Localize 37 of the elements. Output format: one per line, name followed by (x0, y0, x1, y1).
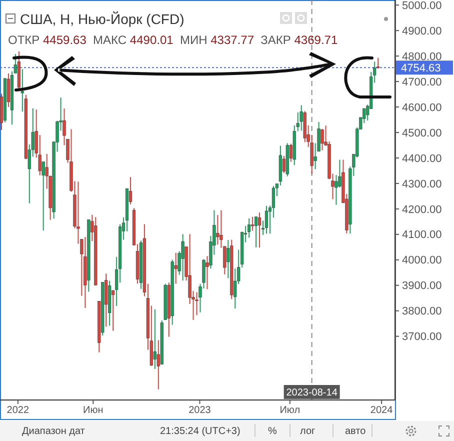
text: Диапазон дат (22, 426, 86, 437)
y-tick-label: 4800.00 (402, 50, 442, 63)
ref-line-label: 4754.63 (401, 62, 441, 74)
x-tick-label: Июл (280, 405, 300, 416)
candlestick (248, 218, 251, 238)
y-tick-label: 4300.00 (402, 178, 442, 190)
y-tick-label: 4200.00 (402, 204, 442, 216)
candlestick (153, 308, 156, 370)
text: авто (345, 426, 366, 437)
candlestick (320, 128, 324, 151)
y-tick-label: 4700.00 (402, 76, 442, 88)
y-tick-label: 3800.00 (402, 306, 442, 318)
y-tick-label: 4400.00 (402, 152, 442, 165)
text: 21:35:24 (UTC+3) (160, 426, 240, 437)
x-tick-label: 2024 (370, 405, 394, 416)
candlestick (264, 205, 268, 234)
x-tick-label: 2022 (6, 405, 30, 416)
text: % (268, 426, 277, 437)
candlestick (254, 216, 258, 248)
text: лог (300, 426, 316, 437)
y-tick-label: 4000.00 (402, 254, 442, 267)
ref-line-label: 2023-08-14 (286, 388, 338, 398)
y-tick-label: 4900.00 (402, 25, 442, 38)
text: ОТКР 4459.63 МАКС 4490.01 МИН 4337.77 ЗАКР 4369.71 (8, 33, 338, 47)
y-tick-label: 4100.00 (402, 229, 442, 242)
candlestick (250, 216, 254, 232)
candlestick (181, 234, 184, 282)
text: США, Н, Нью-Йорк (CFD) (20, 11, 184, 27)
y-tick-label: 4600.00 (402, 102, 442, 114)
y-tick-label: 5000.00 (402, 0, 442, 12)
y-tick-label: 4500.00 (402, 127, 442, 140)
x-tick-label: 2023 (188, 405, 212, 416)
x-tick-label: Июн (83, 405, 104, 416)
y-tick-label: 3900.00 (402, 280, 442, 292)
candlestick (258, 212, 262, 248)
y-tick-label: 3700.00 (402, 331, 442, 344)
candlestick (112, 290, 115, 332)
